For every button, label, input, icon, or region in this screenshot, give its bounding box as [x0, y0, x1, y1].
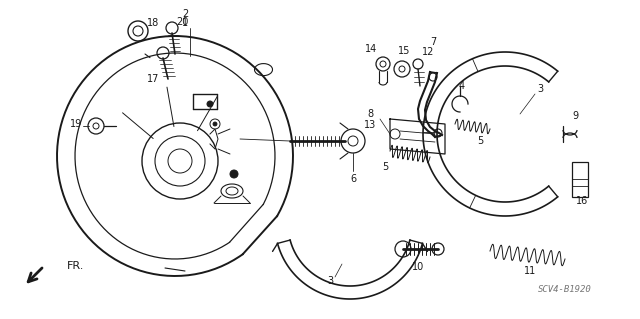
Text: 10: 10: [412, 262, 424, 272]
Text: FR.: FR.: [67, 261, 84, 271]
Text: 6: 6: [350, 174, 356, 184]
Bar: [572, 162, 588, 197]
Text: 19: 19: [70, 119, 82, 129]
Text: 9: 9: [572, 111, 578, 121]
Text: 1: 1: [182, 18, 188, 28]
Text: 14: 14: [365, 44, 377, 54]
Text: 18: 18: [147, 18, 159, 28]
Text: 3: 3: [327, 276, 333, 286]
Text: 20: 20: [176, 17, 188, 27]
Text: 7: 7: [430, 37, 436, 47]
Circle shape: [213, 122, 217, 126]
Text: 5: 5: [477, 136, 483, 146]
Text: SCV4-B1920: SCV4-B1920: [538, 285, 592, 293]
Circle shape: [207, 101, 213, 107]
Text: 2: 2: [182, 9, 188, 19]
Text: 3: 3: [537, 84, 543, 94]
Text: 16: 16: [576, 196, 588, 206]
Text: 17: 17: [147, 74, 159, 84]
Circle shape: [230, 170, 238, 178]
Text: 15: 15: [398, 46, 410, 56]
Text: 4: 4: [459, 81, 465, 91]
Text: 13: 13: [364, 120, 376, 130]
Text: 12: 12: [422, 47, 434, 57]
Text: 5: 5: [382, 162, 388, 172]
Text: 11: 11: [524, 266, 536, 276]
Text: 8: 8: [367, 109, 373, 119]
